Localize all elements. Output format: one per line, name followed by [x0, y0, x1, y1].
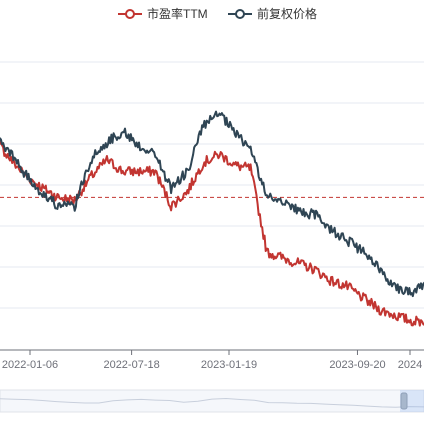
data-zoom-slider[interactable]	[0, 389, 424, 413]
legend-label: 前复权价格	[257, 6, 317, 21]
series-line-price	[0, 110, 424, 298]
x-tick-label: 2023-01-19	[201, 359, 257, 371]
x-tick-label: 2022-07-18	[103, 359, 159, 371]
legend-marker-icon	[125, 9, 135, 19]
zoom-handle-icon[interactable]	[400, 392, 408, 410]
grid-lines	[0, 61, 424, 351]
legend-item-pe-ttm[interactable]: 市盈率TTM	[118, 6, 208, 21]
x-axis: 2022-01-06 2022-07-18 2023-01-19 2023-09-20…	[0, 349, 424, 371]
legend-label: 市盈率TTM	[147, 6, 208, 21]
zoom-preview-line	[0, 397, 424, 408]
series-line-pe-ttm	[0, 140, 424, 327]
legend-item-price[interactable]: 前复权价格	[228, 6, 317, 21]
legend-marker-icon	[235, 9, 245, 19]
x-tick-label: 2023-09-20	[329, 359, 385, 371]
x-tick-label: 2022-01-06	[2, 359, 58, 371]
series-lines	[0, 110, 424, 327]
zoom-track[interactable]	[0, 389, 424, 413]
legend[interactable]: 市盈率TTM 前复权价格	[118, 6, 317, 21]
x-tick-label: 2024	[398, 359, 422, 371]
